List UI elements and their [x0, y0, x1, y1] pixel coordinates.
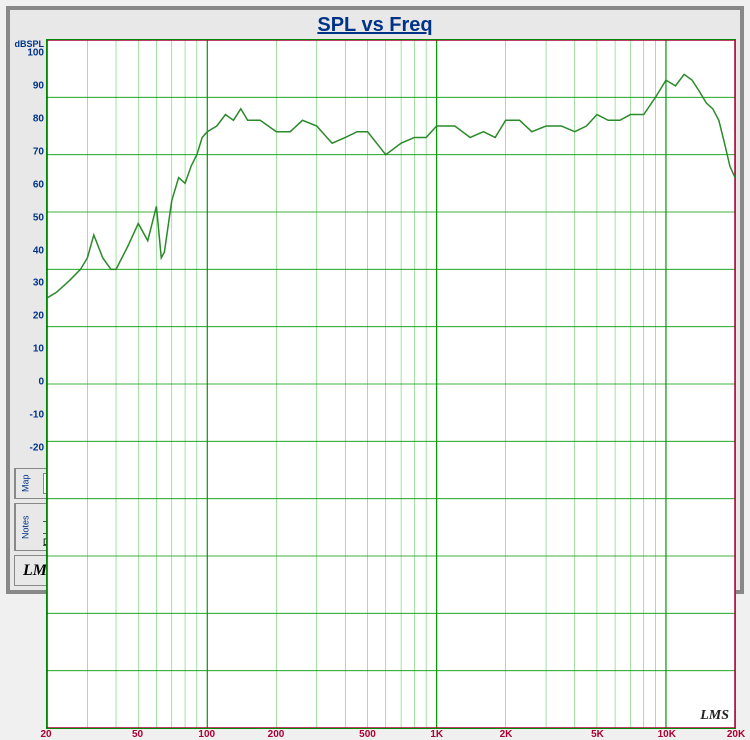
y-tick: -10: [30, 410, 44, 421]
x-tick: 50: [132, 729, 143, 740]
y-tick: -20: [30, 443, 44, 454]
x-tick: 200: [268, 729, 285, 740]
plot-svg: [47, 40, 735, 728]
notes-panel-label: Notes: [15, 504, 35, 550]
y-tick: 70: [33, 146, 44, 157]
x-tick: 2K: [500, 729, 513, 740]
x-tick: 10K: [658, 729, 676, 740]
y-tick: 0: [38, 377, 44, 388]
plot-wrap: LMS 20501002005001K2K5K10K20K: [46, 39, 736, 464]
y-axis-area: dBSPL -20-100102030405060708090100: [14, 39, 46, 464]
y-tick: 30: [33, 278, 44, 289]
x-tick: 20K: [727, 729, 745, 740]
y-tick: 20: [33, 311, 44, 322]
x-tick: 100: [198, 729, 215, 740]
chart-title: SPL vs Freq: [14, 14, 736, 37]
y-tick: 60: [33, 179, 44, 190]
x-tick: 1K: [430, 729, 443, 740]
plot: LMS: [46, 39, 736, 729]
report-frame: SPL vs Freq dBSPL -20-100102030405060708…: [6, 6, 744, 594]
chart-area: dBSPL -20-100102030405060708090100 LMS 2…: [14, 39, 736, 464]
y-tick: 10: [33, 344, 44, 355]
y-tick: 80: [33, 113, 44, 124]
x-tick: 500: [359, 729, 376, 740]
y-tick-labels: -20-100102030405060708090100: [14, 53, 46, 448]
legend-panel-label: Map: [15, 469, 35, 498]
x-tick: 20: [40, 729, 51, 740]
watermark: LMS: [700, 708, 729, 724]
x-tick: 5K: [591, 729, 604, 740]
y-tick: 50: [33, 212, 44, 223]
y-tick: 100: [27, 48, 44, 59]
y-tick: 40: [33, 245, 44, 256]
y-tick: 90: [33, 80, 44, 91]
